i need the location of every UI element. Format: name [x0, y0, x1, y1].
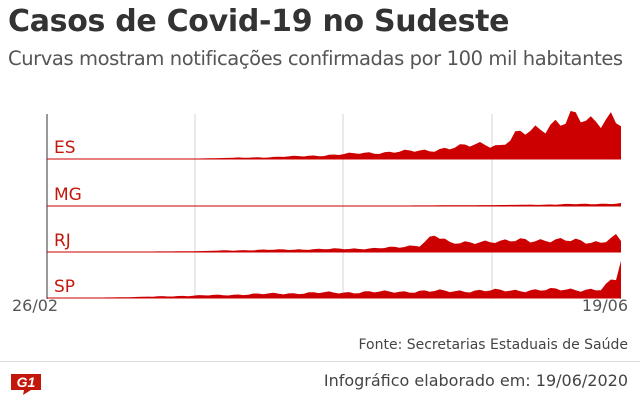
series-area-es — [47, 111, 621, 159]
footer-divider — [0, 361, 640, 362]
g1-logo: G1 — [11, 374, 41, 395]
chart-plot-area: ES MG RJ SP — [46, 111, 621, 299]
series-area-sp — [47, 260, 621, 298]
credit-note: Infográfico elaborado em: 19/06/2020 — [323, 371, 628, 390]
series-area-mg — [47, 203, 621, 206]
x-tick-label-end: 19/06 — [581, 296, 628, 315]
series-area-rj — [47, 234, 621, 252]
chart-title: Casos de Covid-19 no Sudeste — [8, 4, 510, 39]
series-label-rj: RJ — [54, 231, 71, 251]
series-label-mg: MG — [54, 185, 82, 205]
svg-text:G1: G1 — [17, 374, 36, 390]
chart-subtitle: Curvas mostram notificações confirmadas … — [8, 47, 623, 70]
source-note: Fonte: Secretarias Estaduais de Saúde — [358, 337, 628, 353]
series-label-es: ES — [54, 138, 76, 158]
x-tick-label-start: 26/02 — [12, 296, 59, 315]
series-label-sp: SP — [54, 277, 75, 297]
